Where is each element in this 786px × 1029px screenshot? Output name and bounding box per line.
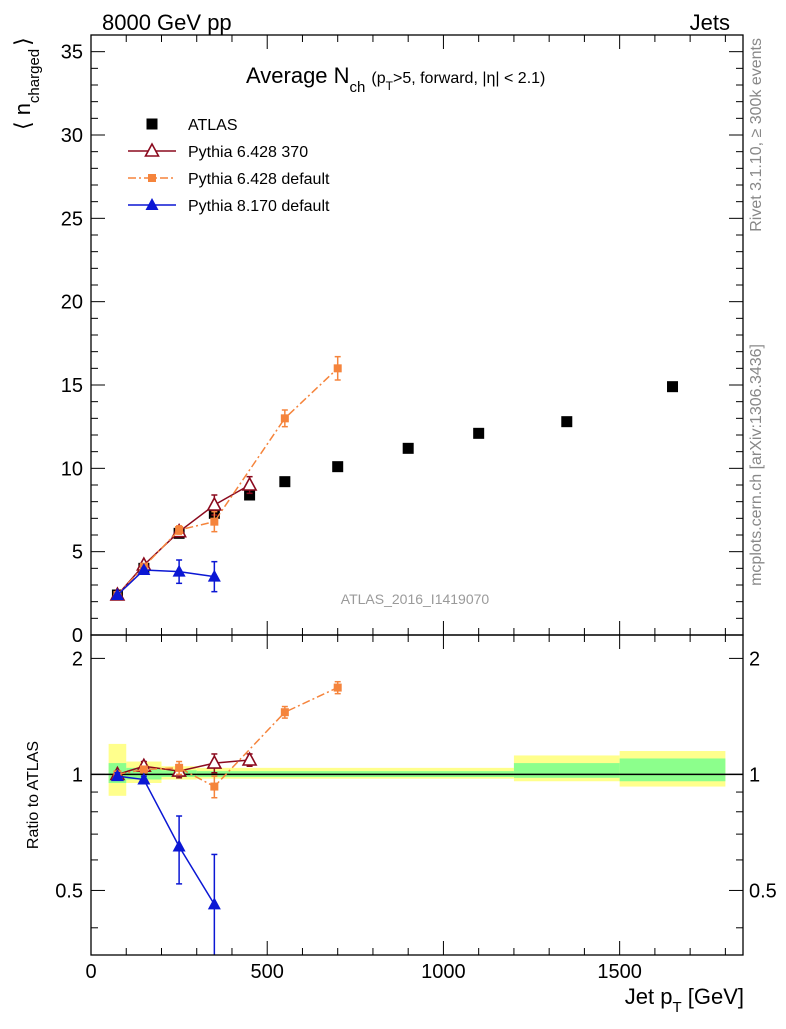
main-data-point bbox=[473, 427, 485, 439]
ratio-ytick-label-right: 1 bbox=[749, 764, 760, 786]
header-left: 8000 GeV pp bbox=[102, 10, 232, 35]
main-ytick-label: 15 bbox=[61, 375, 83, 397]
legend-marker bbox=[148, 174, 156, 182]
main-series-line bbox=[116, 484, 250, 596]
ratio-band-inner bbox=[619, 758, 726, 782]
ratio-series-2 bbox=[110, 769, 221, 955]
ratio-data-point bbox=[280, 708, 289, 717]
legend-marker bbox=[144, 142, 160, 157]
main-data-point bbox=[175, 526, 184, 534]
legend-marker bbox=[145, 198, 159, 210]
legend: ATLAS Pythia 6.428 370 Pythia 6.428 defaul… bbox=[128, 117, 330, 215]
ratio-plot-area bbox=[91, 680, 743, 955]
main-data-point bbox=[207, 569, 221, 582]
ratio-data-point bbox=[333, 683, 342, 692]
title-cond-sub: T bbox=[386, 79, 394, 93]
xtick-label: 0 bbox=[85, 961, 96, 983]
ratio-frame bbox=[90, 634, 744, 956]
ratio-data-point bbox=[210, 782, 219, 791]
ylabel-sub: charged bbox=[26, 49, 43, 103]
main-data-point bbox=[110, 588, 124, 600]
main-series-line bbox=[116, 569, 215, 596]
main-data-point bbox=[667, 381, 679, 393]
ratio-data-point bbox=[139, 765, 148, 774]
main-plot-area bbox=[109, 355, 679, 601]
watermark: ATLAS_2016_I1419070 bbox=[341, 591, 490, 607]
legend-item-3: Pythia 8.170 default bbox=[128, 198, 330, 215]
ratio-data-point bbox=[172, 839, 186, 852]
main-data-point bbox=[402, 442, 414, 454]
ylabel-close: ⟩ bbox=[10, 37, 35, 46]
legend-marker bbox=[146, 118, 158, 130]
ratio-data-point bbox=[241, 751, 258, 766]
main-ylabel: ⟨ ncharged ⟩ bbox=[10, 37, 43, 130]
ratio-ytick-label-right: 2 bbox=[749, 648, 760, 670]
xtick-label: 500 bbox=[251, 961, 284, 983]
main-series-2 bbox=[113, 355, 342, 599]
main-data-point bbox=[280, 414, 289, 423]
ratio-ytick-label: 1 bbox=[72, 764, 83, 786]
main-data-point bbox=[561, 416, 573, 428]
xtick-label: 1500 bbox=[597, 961, 642, 983]
ratio-data-point bbox=[207, 897, 221, 910]
ratio-ytick-label-right: 0.5 bbox=[749, 880, 777, 902]
main-data-point bbox=[244, 489, 256, 501]
main-ytick-label: 0 bbox=[72, 625, 83, 647]
ratio-series-line bbox=[117, 686, 339, 788]
legend-label: Pythia 6.428 default bbox=[188, 171, 330, 188]
main-data-point bbox=[332, 461, 344, 473]
title-cond-open: (p bbox=[371, 70, 385, 87]
title-main: Average N bbox=[246, 63, 350, 88]
rivet-label: Rivet 3.1.10, ≥ 300k events bbox=[748, 38, 765, 232]
ratio-data-point bbox=[110, 769, 124, 782]
main-ytick-label: 30 bbox=[61, 125, 83, 147]
main-data-point bbox=[241, 476, 258, 491]
xlabel-main: Jet p bbox=[625, 984, 673, 1009]
legend-label: Pythia 8.170 default bbox=[188, 198, 330, 215]
main-data-point bbox=[279, 476, 291, 488]
header-right: Jets bbox=[690, 10, 730, 35]
ratio-band-inner bbox=[513, 763, 620, 778]
ratio-data-point bbox=[137, 772, 151, 785]
title-sub: ch bbox=[350, 79, 366, 96]
ratio-data-point bbox=[206, 754, 223, 769]
ratio-ylabel: Ratio to ATLAS bbox=[25, 741, 42, 849]
main-ytick-label: 25 bbox=[61, 208, 83, 230]
legend-item-0: ATLAS bbox=[146, 117, 238, 134]
ylabel-open: ⟨ n bbox=[10, 103, 35, 130]
main-title: Average Nch (pT>5, forward, |η| < 2.1) bbox=[246, 63, 545, 96]
main-series-0 bbox=[111, 381, 679, 601]
legend-item-1: Pythia 6.428 370 bbox=[128, 142, 308, 161]
main-ytick-label: 10 bbox=[61, 458, 83, 480]
main-data-point bbox=[206, 496, 223, 511]
main-series-3 bbox=[110, 559, 221, 600]
ratio-ytick-label: 0.5 bbox=[55, 880, 83, 902]
legend-item-2: Pythia 6.428 default bbox=[128, 171, 330, 188]
main-series-line bbox=[116, 367, 339, 596]
mcplots-label: mcplots.cern.ch [arXiv:1306.3436] bbox=[748, 344, 765, 586]
main-data-point bbox=[333, 364, 342, 373]
main-data-point bbox=[172, 564, 186, 577]
xlabel-sub: T bbox=[672, 999, 681, 1016]
main-ytick-label: 5 bbox=[72, 542, 83, 564]
main-ytick-label: 20 bbox=[61, 292, 83, 314]
legend-label: ATLAS bbox=[188, 117, 238, 134]
main-data-point bbox=[137, 563, 151, 575]
main-ytick-label: 35 bbox=[61, 42, 83, 64]
ratio-ytick-label: 2 bbox=[72, 648, 83, 670]
xlabel: Jet pT [GeV] bbox=[625, 984, 744, 1016]
xlabel-unit: [GeV] bbox=[682, 984, 744, 1009]
ratio-series-line bbox=[117, 775, 215, 905]
ratio-data-point bbox=[175, 763, 184, 772]
main-panel: 0 5 10 15 20 25 30 35 bbox=[61, 34, 744, 647]
xtick-label: 1000 bbox=[421, 961, 466, 983]
ratio-panel: 0.5 0.5 1 1 2 2 0 500 1000 1500 bbox=[55, 634, 777, 983]
title-cond-rest: >5, forward, |η| < 2.1) bbox=[393, 70, 545, 87]
legend-label: Pythia 6.428 370 bbox=[188, 144, 308, 161]
main-data-point bbox=[210, 517, 219, 526]
